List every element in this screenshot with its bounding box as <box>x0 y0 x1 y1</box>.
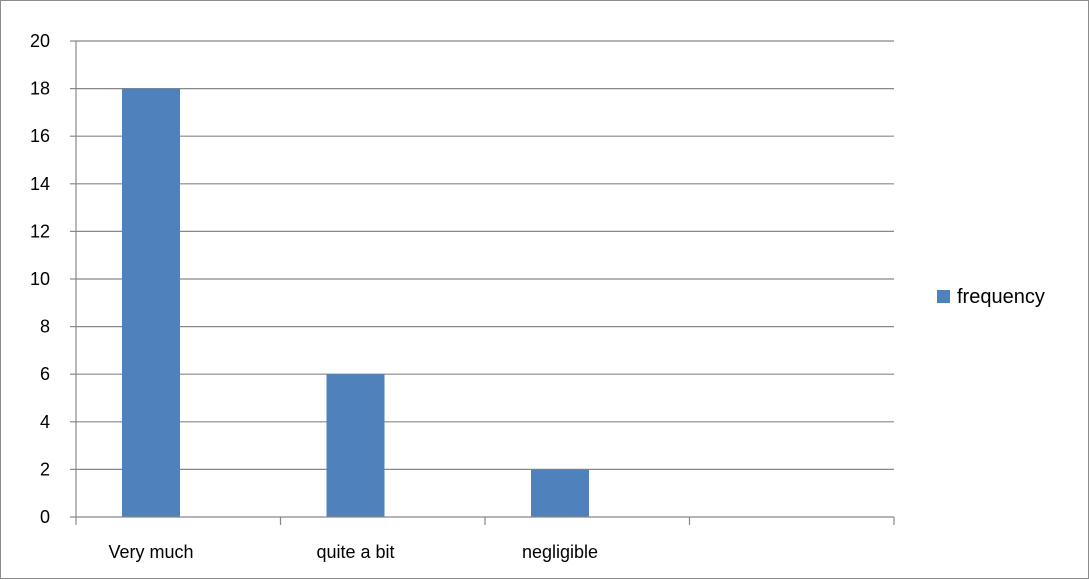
bar-negligible <box>531 469 589 517</box>
x-tick-labels: Very much quite a bit negligible <box>108 542 598 562</box>
y-tick-label: 8 <box>40 317 50 337</box>
y-tick-labels: 0 2 4 6 8 10 12 14 16 18 20 <box>30 31 50 527</box>
y-tick-label: 4 <box>40 412 50 432</box>
legend-swatch-frequency <box>937 290 950 303</box>
y-tick-label: 10 <box>30 269 50 289</box>
y-tick-label: 20 <box>30 31 50 51</box>
legend-label-frequency: frequency <box>957 286 1045 308</box>
bar-quite-a-bit <box>326 374 385 517</box>
y-tick-label: 16 <box>30 126 50 146</box>
x-tick-label: Very much <box>108 542 193 562</box>
x-tick-label: quite a bit <box>316 542 394 562</box>
legend: frequency <box>937 286 1045 308</box>
y-tick-label: 14 <box>30 174 50 194</box>
y-tick-label: 12 <box>30 221 50 241</box>
y-tick-label: 2 <box>40 459 50 479</box>
y-tick-label: 6 <box>40 364 50 384</box>
bar-very-much <box>122 88 180 517</box>
y-tick-label: 0 <box>40 507 50 527</box>
bars <box>122 88 589 517</box>
gridlines <box>76 40 894 470</box>
x-tick-label: negligible <box>522 542 598 562</box>
axes <box>70 40 895 525</box>
y-tick-label: 18 <box>30 79 50 99</box>
